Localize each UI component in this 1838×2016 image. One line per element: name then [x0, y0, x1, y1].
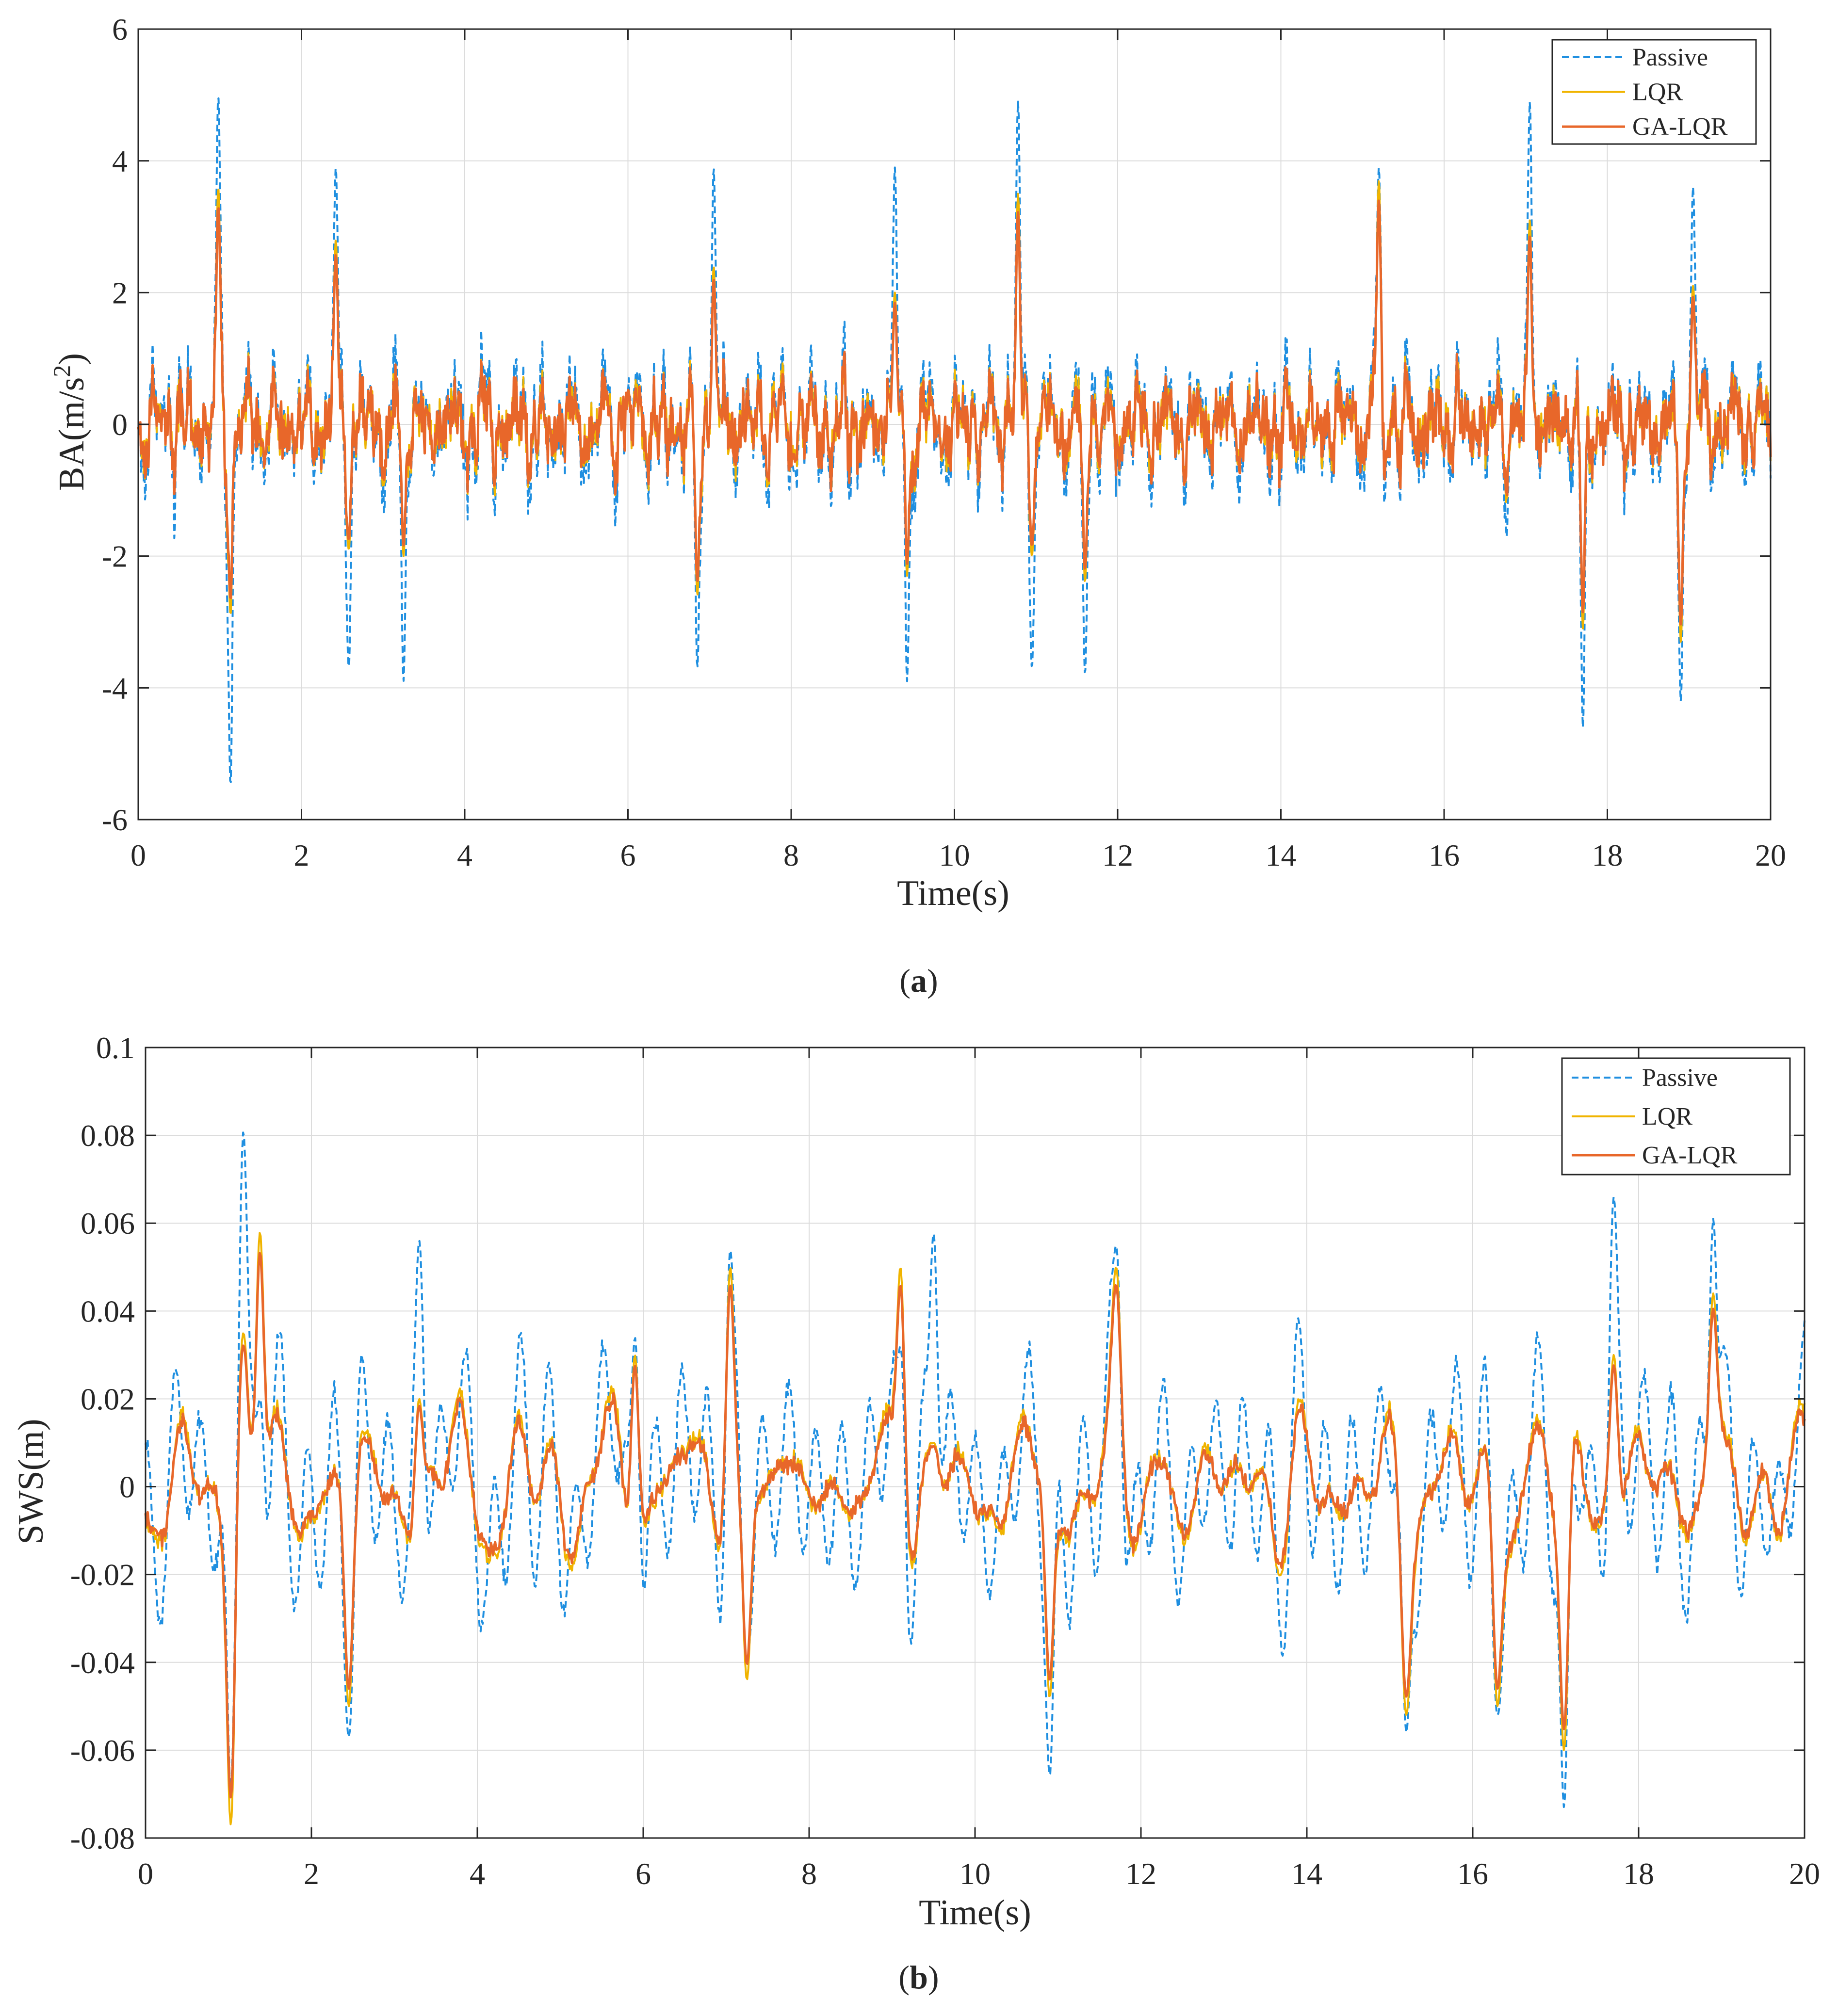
x-tick-label-b-8: 16 — [1457, 1856, 1488, 1891]
chart-panel-a: 0 2 4 6 8 10 12 14 16 18 20 -6 -4 -2 0 2 4 6 Passive LQR GA… — [48, 12, 1786, 999]
x-tick-label-b-7: 14 — [1291, 1856, 1322, 1891]
x-axis-label-a: Time(s) — [897, 873, 1009, 913]
x-tick-label-b-3: 6 — [635, 1856, 651, 1891]
y-tick-label-b-1: -0.06 — [70, 1733, 135, 1768]
legend-label-b-lqr: LQR — [1642, 1103, 1692, 1130]
legend-a: Passive LQR GA-LQR — [1551, 39, 1757, 145]
x-tick-label-a-7: 14 — [1266, 838, 1297, 872]
legend-label-a-passive: Passive — [1632, 44, 1708, 71]
y-tick-label-b-4: 0 — [119, 1470, 135, 1504]
caption-b: (b) — [898, 1959, 939, 1996]
y-tick-label-a-0: -6 — [102, 803, 128, 837]
x-tick-label-a-2: 4 — [457, 838, 472, 872]
y-tick-label-b-6: 0.04 — [81, 1294, 135, 1328]
ticks-a: 0 2 4 6 8 10 12 14 16 18 20 -6 -4 -2 0 2 4 6 — [102, 12, 1786, 872]
legend-label-b-ga-lqr: GA-LQR — [1642, 1142, 1738, 1169]
x-tick-label-b-0: 0 — [138, 1856, 153, 1891]
x-tick-label-b-10: 20 — [1789, 1856, 1820, 1891]
caption-b-close: ) — [928, 1959, 939, 1996]
series-group-a — [137, 97, 1772, 783]
caption-a-close: ) — [927, 962, 938, 999]
x-tick-label-b-4: 8 — [801, 1856, 817, 1891]
series-group-b — [144, 1131, 1806, 1825]
legend-label-a-lqr: LQR — [1632, 79, 1683, 106]
series-line-b-passive — [145, 1131, 1805, 1808]
legend-label-a-ga-lqr: GA-LQR — [1632, 113, 1728, 141]
y-tick-label-b-0: -0.08 — [70, 1821, 135, 1855]
y-tick-label-a-3: 0 — [112, 407, 128, 442]
caption-b-open: ( — [898, 1959, 910, 1996]
legend-b: Passive LQR GA-LQR — [1561, 1057, 1791, 1176]
y-tick-label-a-5: 4 — [112, 144, 128, 178]
y-tick-label-a-6: 6 — [112, 12, 128, 47]
y-axis-label-b: SWS(m) — [11, 1419, 51, 1545]
y-tick-label-b-2: -0.04 — [70, 1645, 135, 1680]
x-axis-label-b: Time(s) — [919, 1893, 1031, 1933]
chart-panel-b: 0 2 4 6 8 10 12 14 16 18 20 -0.08 -0.06 -0.04 -0.02 0 0.… — [11, 1031, 1820, 1996]
series-line-b-ga-lqr — [144, 1252, 1806, 1799]
y-tick-label-b-9: 0.1 — [96, 1031, 135, 1065]
grid-b — [145, 1047, 1805, 1839]
caption-a: (a) — [899, 962, 938, 999]
x-tick-label-b-1: 2 — [304, 1856, 319, 1891]
y-tick-label-b-5: 0.02 — [81, 1382, 135, 1416]
x-tick-label-a-10: 20 — [1755, 838, 1786, 872]
y-tick-label-a-1: -4 — [102, 671, 128, 705]
x-tick-label-b-6: 12 — [1125, 1856, 1156, 1891]
y-tick-label-a-4: 2 — [112, 275, 128, 310]
x-tick-label-a-0: 0 — [130, 838, 146, 872]
legend-label-b-passive: Passive — [1642, 1064, 1718, 1092]
y-tick-label-b-3: -0.02 — [70, 1558, 135, 1592]
caption-a-letter: a — [911, 962, 927, 999]
x-tick-label-a-8: 16 — [1429, 838, 1460, 872]
y-tick-label-b-7: 0.06 — [81, 1206, 135, 1241]
x-tick-label-a-1: 2 — [294, 838, 309, 872]
series-line-a-ga-lqr — [137, 199, 1772, 626]
y-axis-label-a: BA(m/s2) — [48, 353, 92, 491]
caption-a-open: ( — [899, 962, 911, 999]
x-tick-label-a-3: 6 — [620, 838, 636, 872]
caption-b-letter: b — [910, 1959, 928, 1996]
x-tick-label-b-9: 18 — [1623, 1856, 1654, 1891]
x-tick-label-a-6: 12 — [1102, 838, 1133, 872]
x-tick-label-b-5: 10 — [960, 1856, 991, 1891]
x-tick-label-a-4: 8 — [783, 838, 799, 872]
x-tick-label-b-2: 4 — [470, 1856, 485, 1891]
y-tick-label-b-8: 0.08 — [81, 1118, 135, 1153]
x-tick-label-a-9: 18 — [1592, 838, 1623, 872]
y-tick-label-a-2: -2 — [102, 539, 128, 574]
ticks-b: 0 2 4 6 8 10 12 14 16 18 20 -0.08 -0.06 -0.04 -0.02 0 0.… — [70, 1031, 1820, 1891]
x-tick-label-a-5: 10 — [939, 838, 970, 872]
